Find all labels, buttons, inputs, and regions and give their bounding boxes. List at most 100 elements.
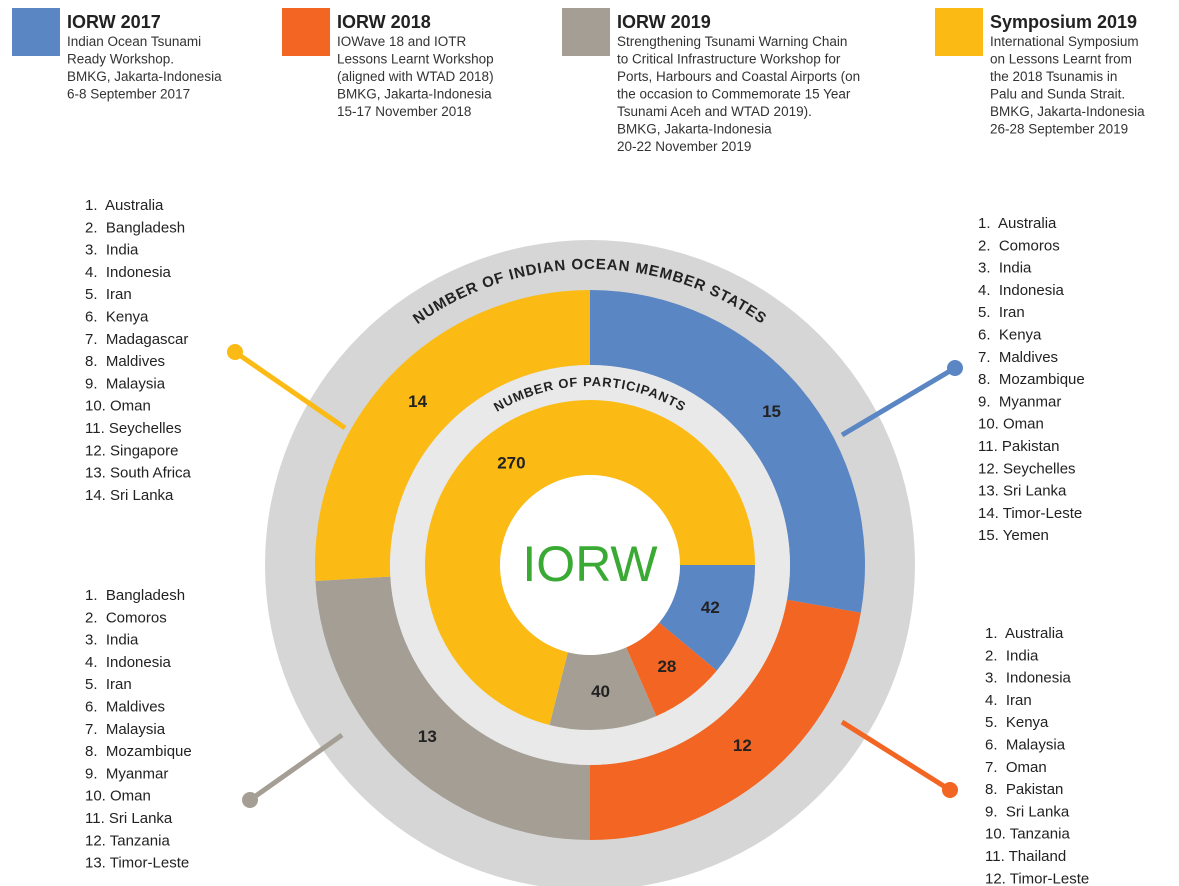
member-item: 13. South Africa bbox=[85, 465, 192, 482]
donut-segment bbox=[626, 622, 717, 717]
member-item: 3. India bbox=[85, 632, 139, 649]
legend-detail: Indian Ocean Tsunami bbox=[67, 34, 201, 49]
connector bbox=[840, 719, 952, 793]
member-item: 7. Malaysia bbox=[85, 721, 166, 738]
member-item: 6. Kenya bbox=[978, 327, 1042, 344]
value-label: 270 bbox=[497, 453, 525, 472]
member-item: 2. India bbox=[985, 647, 1039, 664]
member-item: 11. Seychelles bbox=[85, 420, 181, 437]
member-item: 3. India bbox=[978, 260, 1032, 277]
member-item: 12. Timor-Leste bbox=[985, 870, 1089, 886]
member-item: 7. Maldives bbox=[978, 349, 1058, 366]
donut-segment bbox=[549, 647, 657, 730]
member-item: 14. Timor-Leste bbox=[978, 505, 1082, 522]
member-item: 2. Comoros bbox=[85, 609, 167, 626]
member-item: 4. Indonesia bbox=[978, 282, 1065, 299]
member-item: 2. Bangladesh bbox=[85, 219, 185, 236]
donut-segment bbox=[590, 599, 861, 840]
member-item: 10. Oman bbox=[85, 788, 151, 805]
donut-segment bbox=[590, 290, 865, 613]
center-text: IORW bbox=[522, 536, 658, 592]
legend-detail: Ports, Harbours and Coastal Airports (on bbox=[617, 69, 860, 84]
legend-detail: 20-22 November 2019 bbox=[617, 139, 751, 154]
member-item: 6. Maldives bbox=[85, 699, 165, 716]
legend-detail: the 2018 Tsunamis in bbox=[990, 69, 1117, 84]
legend-detail: Lessons Learnt Workshop bbox=[337, 52, 494, 67]
member-item: 9. Myanmar bbox=[85, 765, 168, 782]
member-item: 1. Bangladesh bbox=[85, 587, 185, 604]
member-item: 2. Comoros bbox=[978, 237, 1060, 254]
member-item: 1. Australia bbox=[978, 215, 1057, 232]
connector-dot bbox=[242, 792, 258, 808]
member-item: 9. Sri Lanka bbox=[985, 803, 1070, 820]
member-item: 1. Australia bbox=[985, 625, 1064, 642]
legend-detail: BMKG, Jakarta-Indonesia bbox=[67, 69, 222, 84]
member-item: 6. Malaysia bbox=[985, 737, 1066, 754]
connector-dot bbox=[227, 344, 243, 360]
member-item: 14. Sri Lanka bbox=[85, 487, 174, 504]
legend-detail: the occasion to Commemorate 15 Year bbox=[617, 87, 851, 102]
legend-detail: to Critical Infrastructure Workshop for bbox=[617, 52, 841, 67]
legend-detail: Ready Workshop. bbox=[67, 52, 174, 67]
member-item: 3. India bbox=[85, 242, 139, 259]
value-label: 28 bbox=[657, 657, 676, 676]
legend-name: IORW 2019 bbox=[617, 12, 711, 32]
member-item: 12. Tanzania bbox=[85, 832, 170, 849]
value-label: 40 bbox=[591, 682, 610, 701]
legend-detail: IOWave 18 and IOTR bbox=[337, 34, 467, 49]
member-item: 4. Indonesia bbox=[85, 264, 172, 281]
member-item: 11. Thailand bbox=[985, 848, 1066, 865]
member-item: 13. Timor-Leste bbox=[85, 855, 189, 872]
connector-dot bbox=[942, 782, 958, 798]
member-item: 5. Iran bbox=[85, 286, 132, 303]
value-label: 14 bbox=[408, 392, 427, 411]
member-item: 10. Oman bbox=[85, 398, 151, 415]
donut-segment bbox=[425, 399, 755, 725]
center-hole bbox=[500, 475, 680, 655]
member-item: 7. Oman bbox=[985, 759, 1047, 776]
member-item: 1. Australia bbox=[85, 197, 164, 214]
legend-detail: 6-8 September 2017 bbox=[67, 87, 190, 102]
member-item: 3. Indonesia bbox=[985, 670, 1072, 687]
legend-name: IORW 2018 bbox=[337, 12, 431, 32]
member-item: 4. Iran bbox=[985, 692, 1032, 709]
member-item: 10. Tanzania bbox=[985, 826, 1070, 843]
legend-detail: Tsunami Aceh and WTAD 2019). bbox=[617, 104, 812, 119]
member-item: 11. Pakistan bbox=[978, 438, 1059, 455]
member-item: 9. Malaysia bbox=[85, 375, 166, 392]
member-item: 5. Kenya bbox=[985, 714, 1049, 731]
donut-segment bbox=[315, 290, 590, 581]
legend-detail: International Symposium bbox=[990, 34, 1139, 49]
member-item: 10. Oman bbox=[978, 416, 1044, 433]
legend-detail: 26-28 September 2019 bbox=[990, 122, 1128, 137]
member-item: 12. Seychelles bbox=[978, 460, 1076, 477]
connector bbox=[840, 365, 957, 438]
member-item: 13. Sri Lanka bbox=[978, 483, 1067, 500]
legend-detail: BMKG, Jakarta-Indonesia bbox=[990, 104, 1145, 119]
legend-name: IORW 2017 bbox=[67, 12, 161, 32]
connector-dot bbox=[947, 360, 963, 376]
member-item: 4. Indonesia bbox=[85, 654, 172, 671]
legend-swatch bbox=[12, 8, 60, 56]
member-item: 8. Mozambique bbox=[85, 743, 192, 760]
legend-detail: Palu and Sunda Strait. bbox=[990, 87, 1125, 102]
connector bbox=[248, 732, 344, 803]
value-label: 12 bbox=[733, 736, 752, 755]
legend-detail: 15-17 November 2018 bbox=[337, 104, 471, 119]
legend-name: Symposium 2019 bbox=[990, 12, 1137, 32]
legend-swatch bbox=[282, 8, 330, 56]
legend-detail: Strengthening Tsunami Warning Chain bbox=[617, 34, 847, 49]
member-item: 8. Pakistan bbox=[985, 781, 1063, 798]
value-label: 15 bbox=[762, 402, 781, 421]
member-item: 8. Maldives bbox=[85, 353, 165, 370]
member-item: 8. Mozambique bbox=[978, 371, 1085, 388]
value-label: 13 bbox=[418, 727, 437, 746]
member-item: 7. Madagascar bbox=[85, 331, 188, 348]
legend-detail: (aligned with WTAD 2018) bbox=[337, 69, 494, 84]
value-label: 42 bbox=[701, 598, 720, 617]
donut-segment bbox=[659, 565, 755, 671]
member-item: 15. Yemen bbox=[978, 527, 1049, 544]
donut-segment bbox=[315, 576, 590, 840]
legend-detail: on Lessons Learnt from bbox=[990, 52, 1132, 67]
